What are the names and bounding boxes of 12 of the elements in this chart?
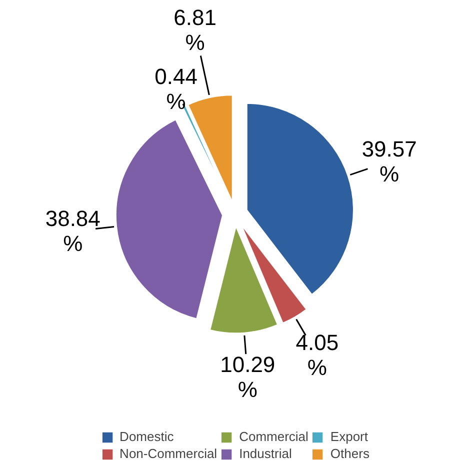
legend-label: Non-Commercial bbox=[120, 446, 218, 461]
legend-label: Others bbox=[330, 446, 370, 461]
data-label: 6.81 % bbox=[174, 4, 216, 55]
legend-label: Commercial bbox=[239, 429, 308, 444]
data-label: 39.57 % bbox=[362, 136, 417, 186]
legend-label: Industrial bbox=[239, 446, 292, 461]
legend-label: Domestic bbox=[120, 429, 174, 444]
data-label: 0.44 % bbox=[154, 64, 198, 114]
data-label: 4.05 % bbox=[296, 330, 339, 380]
data-label: 10.29 % bbox=[220, 352, 276, 402]
data-label: 38.84 % bbox=[45, 206, 100, 256]
legend-label: Export bbox=[330, 429, 368, 444]
